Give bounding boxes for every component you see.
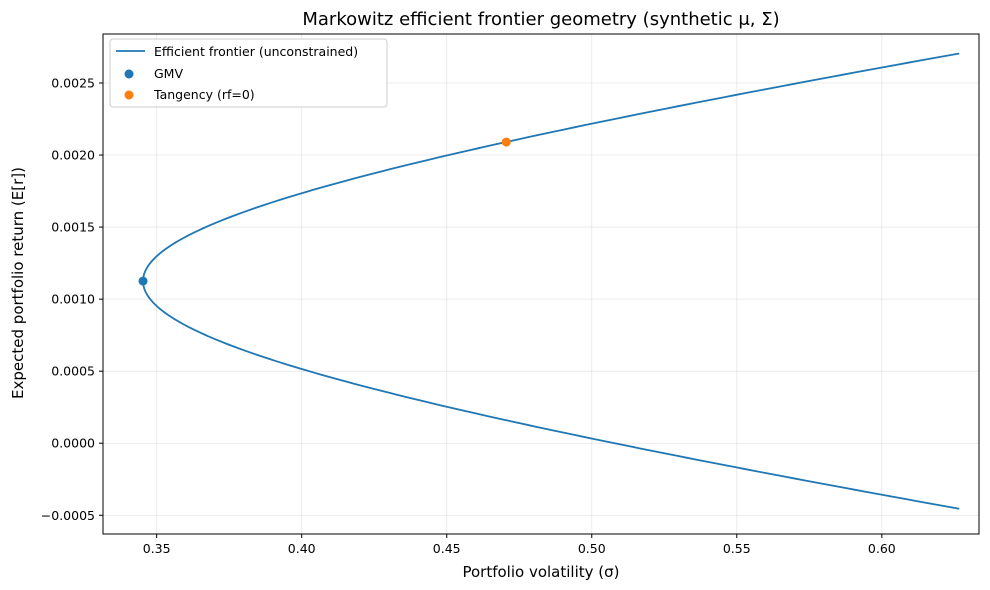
y-tick-label: 0.0020 — [51, 148, 95, 163]
x-tick-label: 0.40 — [288, 541, 316, 556]
x-tick-label: 0.50 — [578, 541, 606, 556]
y-axis-title: Expected portfolio return (E[r]) — [9, 167, 27, 399]
y-tick-label: 0.0025 — [51, 75, 95, 90]
y-tick-label: 0.0005 — [51, 364, 95, 379]
chart-title: Markowitz efficient frontier geometry (s… — [302, 9, 779, 30]
legend-gmv-label: GMV — [154, 66, 183, 81]
legend-tangency-marker — [124, 90, 134, 100]
x-tick-label: 0.60 — [868, 541, 896, 556]
points-layer — [138, 137, 511, 286]
gmv-point — [138, 276, 148, 286]
tangency-point — [501, 137, 511, 147]
legend-tangency-label: Tangency (rf=0) — [153, 87, 255, 102]
plot-frame — [102, 33, 980, 535]
legend-gmv-marker — [124, 69, 134, 79]
y-axis-ticks: −0.0005 0.0000 0.0005 0.0010 0.0015 0.0020 0.0… — [41, 75, 103, 523]
y-tick-label: −0.0005 — [41, 508, 95, 523]
x-tick-label: 0.55 — [723, 541, 751, 556]
x-tick-label: 0.45 — [433, 541, 461, 556]
x-axis-ticks: 0.35 0.40 0.45 0.50 0.55 0.60 — [143, 534, 896, 556]
legend-box — [109, 38, 388, 108]
legend: Efficient frontier (unconstrained) GMV T… — [109, 38, 388, 108]
legend-frontier-label: Efficient frontier (unconstrained) — [154, 44, 358, 59]
y-tick-label: 0.0010 — [51, 292, 95, 307]
y-tick-label: 0.0015 — [51, 220, 95, 235]
x-tick-label: 0.35 — [143, 541, 171, 556]
y-tick-label: 0.0000 — [51, 436, 95, 451]
x-axis-title: Portfolio volatility (σ) — [462, 563, 619, 581]
grid — [103, 34, 979, 534]
